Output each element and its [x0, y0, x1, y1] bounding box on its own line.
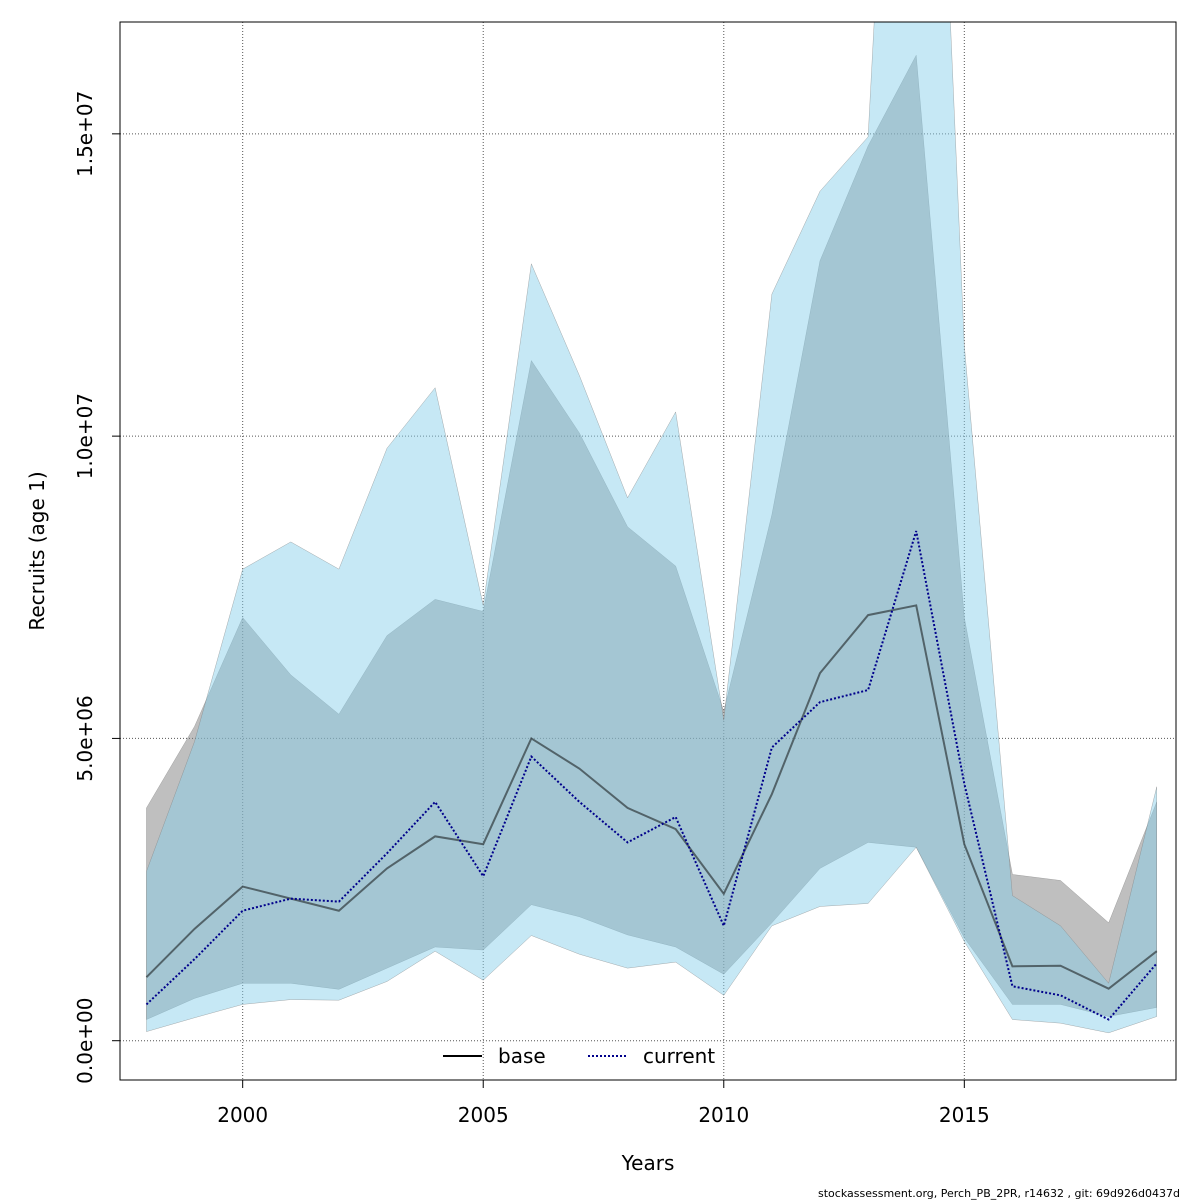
- x-axis-title: Years: [621, 1151, 675, 1175]
- y-axis: 0.0e+00 5.0e+06 1.0e+07 1.5e+07: [73, 91, 120, 1084]
- y-axis-title: Recruits (age 1): [25, 471, 49, 630]
- band-current: [146, 22, 1158, 1034]
- confidence-bands: [146, 22, 1158, 1034]
- legend-label-base: base: [498, 1044, 546, 1068]
- line-base: [145, 604, 1158, 990]
- plot-frame: [119, 21, 1177, 1081]
- y-tick-label: 5.0e+06: [73, 695, 97, 781]
- line-current: [145, 530, 1158, 1021]
- legend: base current: [443, 1044, 715, 1068]
- x-axis: 2000 2005 2010 2015: [217, 1080, 990, 1127]
- y-tick-label: 1.5e+07: [73, 91, 97, 177]
- x-tick-label: 2015: [939, 1103, 990, 1127]
- x-tick-label: 2000: [217, 1103, 268, 1127]
- y-tick-label: 1.0e+07: [73, 393, 97, 479]
- x-tick-label: 2005: [458, 1103, 509, 1127]
- x-tick-label: 2010: [698, 1103, 749, 1127]
- legend-label-current: current: [643, 1044, 715, 1068]
- y-tick-label: 0.0e+00: [73, 998, 97, 1084]
- series-lines: [145, 530, 1158, 1021]
- footnote: stockassessment.org, Perch_PB_2PR, r1463…: [818, 1187, 1180, 1200]
